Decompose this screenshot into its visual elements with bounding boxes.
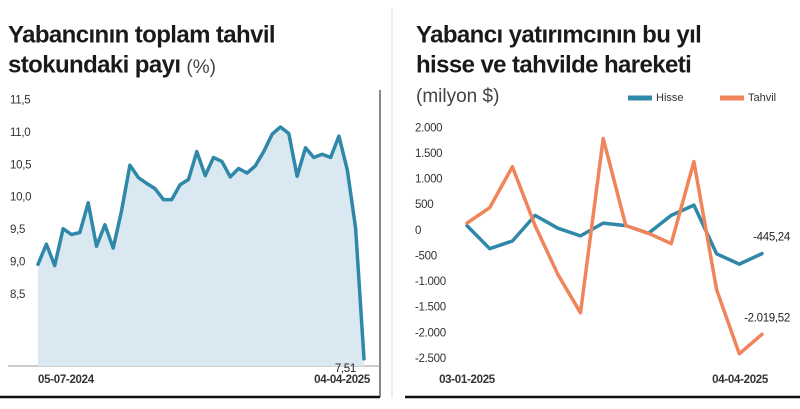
value-label: -2.019,52 [744,312,790,324]
y-tick-label: 11,5 [10,95,30,107]
y-tick-label: 1.500 [415,148,442,160]
chart-title: hisse ve tahvilde hareketi [416,51,691,78]
y-tick-label: 1.000 [415,174,442,186]
area [38,127,364,366]
legend-label: Hisse [656,92,684,104]
value-label: 7,51 [335,363,356,375]
x-tick-label: 05-07-2024 [38,374,95,386]
x-tick-label: 04-04-2025 [314,374,371,386]
y-tick-label: 8,5 [10,289,25,301]
chart-title: Yabancının toplam tahvil [8,21,275,48]
subtitle: (%) [186,57,216,78]
y-tick-label: 10,0 [10,192,31,204]
x-tick-label: 03-01-2025 [439,374,496,386]
line [36,125,366,361]
y-tick-label: 11,0 [10,127,30,139]
legend-label: Tahvil [748,92,776,104]
y-tick-label: -2.000 [415,327,446,339]
y-tick-label: 9,0 [10,256,25,268]
value-label: -445,24 [753,232,791,244]
x-tick-label: 04-04-2025 [712,374,769,386]
chart-title: stokundaki payı [8,51,180,78]
y-tick-label: 2.000 [415,122,442,134]
y-tick-label: -2.500 [415,353,446,365]
y-tick-label: -500 [415,250,437,262]
y-tick-label: -1.500 [415,302,446,314]
chart-title: Yabancı yatırımcının bu yıl [416,21,701,48]
y-tick-label: 0 [415,225,421,237]
subtitle: (milyon $) [416,86,499,107]
line [465,203,764,266]
y-tick-label: 9,5 [10,224,25,236]
y-tick-label: 500 [415,199,433,211]
line [465,136,764,356]
y-tick-label: 10,5 [10,159,31,171]
y-tick-label: -1.000 [415,276,446,288]
